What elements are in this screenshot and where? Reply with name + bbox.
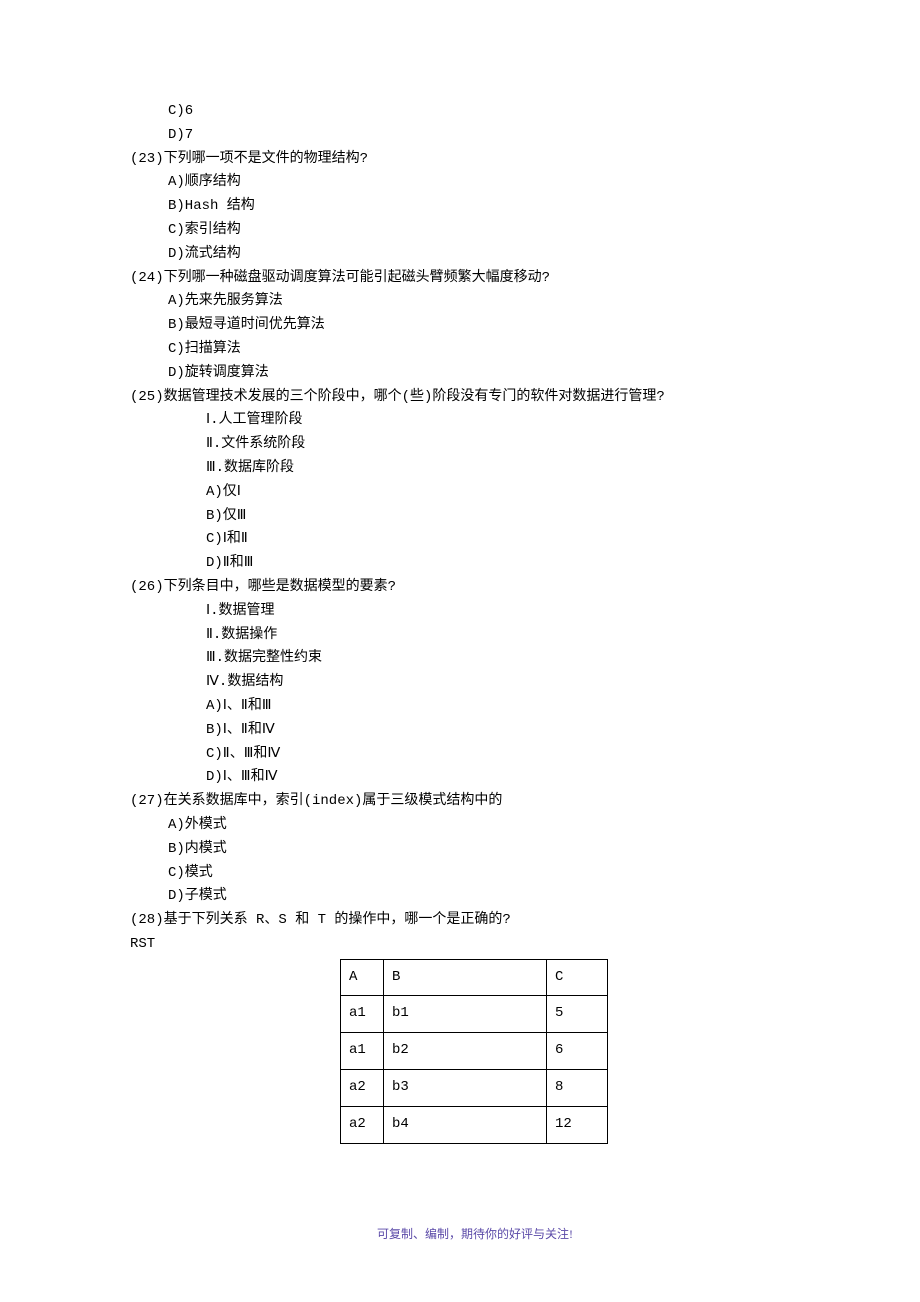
option-line: Ⅳ.数据结构	[130, 671, 820, 695]
rst-label: RST	[130, 933, 820, 957]
question-28: (28)基于下列关系 R、S 和 T 的操作中，哪一个是正确的?	[130, 909, 820, 933]
option-line: D)Ⅰ、Ⅲ和Ⅳ	[130, 766, 820, 790]
option-line: A)外模式	[130, 814, 820, 838]
table-cell: a1	[341, 996, 384, 1033]
relation-table: A B C a1 b1 5 a1 b2 6 a2 b3 8 a2 b4	[340, 959, 608, 1144]
table-row: a2 b3 8	[341, 1070, 608, 1107]
option-line: A)顺序结构	[130, 171, 820, 195]
option-line: B)Ⅰ、Ⅱ和Ⅳ	[130, 719, 820, 743]
table-cell: b4	[384, 1106, 547, 1143]
option-line: C)索引结构	[130, 219, 820, 243]
option-line: D)旋转调度算法	[130, 362, 820, 386]
question-25: (25)数据管理技术发展的三个阶段中，哪个(些)阶段没有专门的软件对数据进行管理…	[130, 386, 820, 410]
option-line: D)流式结构	[130, 243, 820, 267]
option-line: Ⅲ.数据完整性约束	[130, 647, 820, 671]
option-line: D)Ⅱ和Ⅲ	[130, 552, 820, 576]
table-row: A B C	[341, 959, 608, 996]
table-header-b: B	[384, 959, 547, 996]
option-line: C)模式	[130, 862, 820, 886]
option-line: Ⅱ.数据操作	[130, 624, 820, 648]
table-cell: 5	[547, 996, 608, 1033]
question-24: (24)下列哪一种磁盘驱动调度算法可能引起磁头臂频繁大幅度移动?	[130, 267, 820, 291]
option-line: B)内模式	[130, 838, 820, 862]
table-cell: b3	[384, 1070, 547, 1107]
option-line: C)扫描算法	[130, 338, 820, 362]
option-line: Ⅱ.文件系统阶段	[130, 433, 820, 457]
question-27: (27)在关系数据库中，索引(index)属于三级模式结构中的	[130, 790, 820, 814]
option-line: A)先来先服务算法	[130, 290, 820, 314]
table-row: a2 b4 12	[341, 1106, 608, 1143]
table-header-a: A	[341, 959, 384, 996]
page-footer: 可复制、编制，期待你的好评与关注!	[130, 1224, 820, 1244]
option-line: Ⅰ.人工管理阶段	[130, 409, 820, 433]
table-row: a1 b1 5	[341, 996, 608, 1033]
option-line: C)6	[130, 100, 820, 124]
table-cell: a2	[341, 1106, 384, 1143]
option-line: B)仅Ⅲ	[130, 505, 820, 529]
option-line: B)Hash 结构	[130, 195, 820, 219]
question-26: (26)下列条目中，哪些是数据模型的要素?	[130, 576, 820, 600]
option-line: A)仅Ⅰ	[130, 481, 820, 505]
table-cell: 12	[547, 1106, 608, 1143]
option-line: D)7	[130, 124, 820, 148]
table-cell: b2	[384, 1033, 547, 1070]
option-line: D)子模式	[130, 885, 820, 909]
option-line: C)Ⅱ、Ⅲ和Ⅳ	[130, 743, 820, 767]
option-line: B)最短寻道时间优先算法	[130, 314, 820, 338]
table-cell: 8	[547, 1070, 608, 1107]
question-23: (23)下列哪一项不是文件的物理结构?	[130, 148, 820, 172]
table-header-c: C	[547, 959, 608, 996]
option-line: A)Ⅰ、Ⅱ和Ⅲ	[130, 695, 820, 719]
relation-table-wrap: A B C a1 b1 5 a1 b2 6 a2 b3 8 a2 b4	[130, 957, 820, 1144]
option-line: Ⅲ.数据库阶段	[130, 457, 820, 481]
table-cell: 6	[547, 1033, 608, 1070]
option-line: Ⅰ.数据管理	[130, 600, 820, 624]
option-line: C)Ⅰ和Ⅱ	[130, 528, 820, 552]
table-row: a1 b2 6	[341, 1033, 608, 1070]
exam-page: C)6 D)7 (23)下列哪一项不是文件的物理结构? A)顺序结构 B)Has…	[0, 0, 920, 1284]
table-cell: a1	[341, 1033, 384, 1070]
table-cell: b1	[384, 996, 547, 1033]
table-cell: a2	[341, 1070, 384, 1107]
